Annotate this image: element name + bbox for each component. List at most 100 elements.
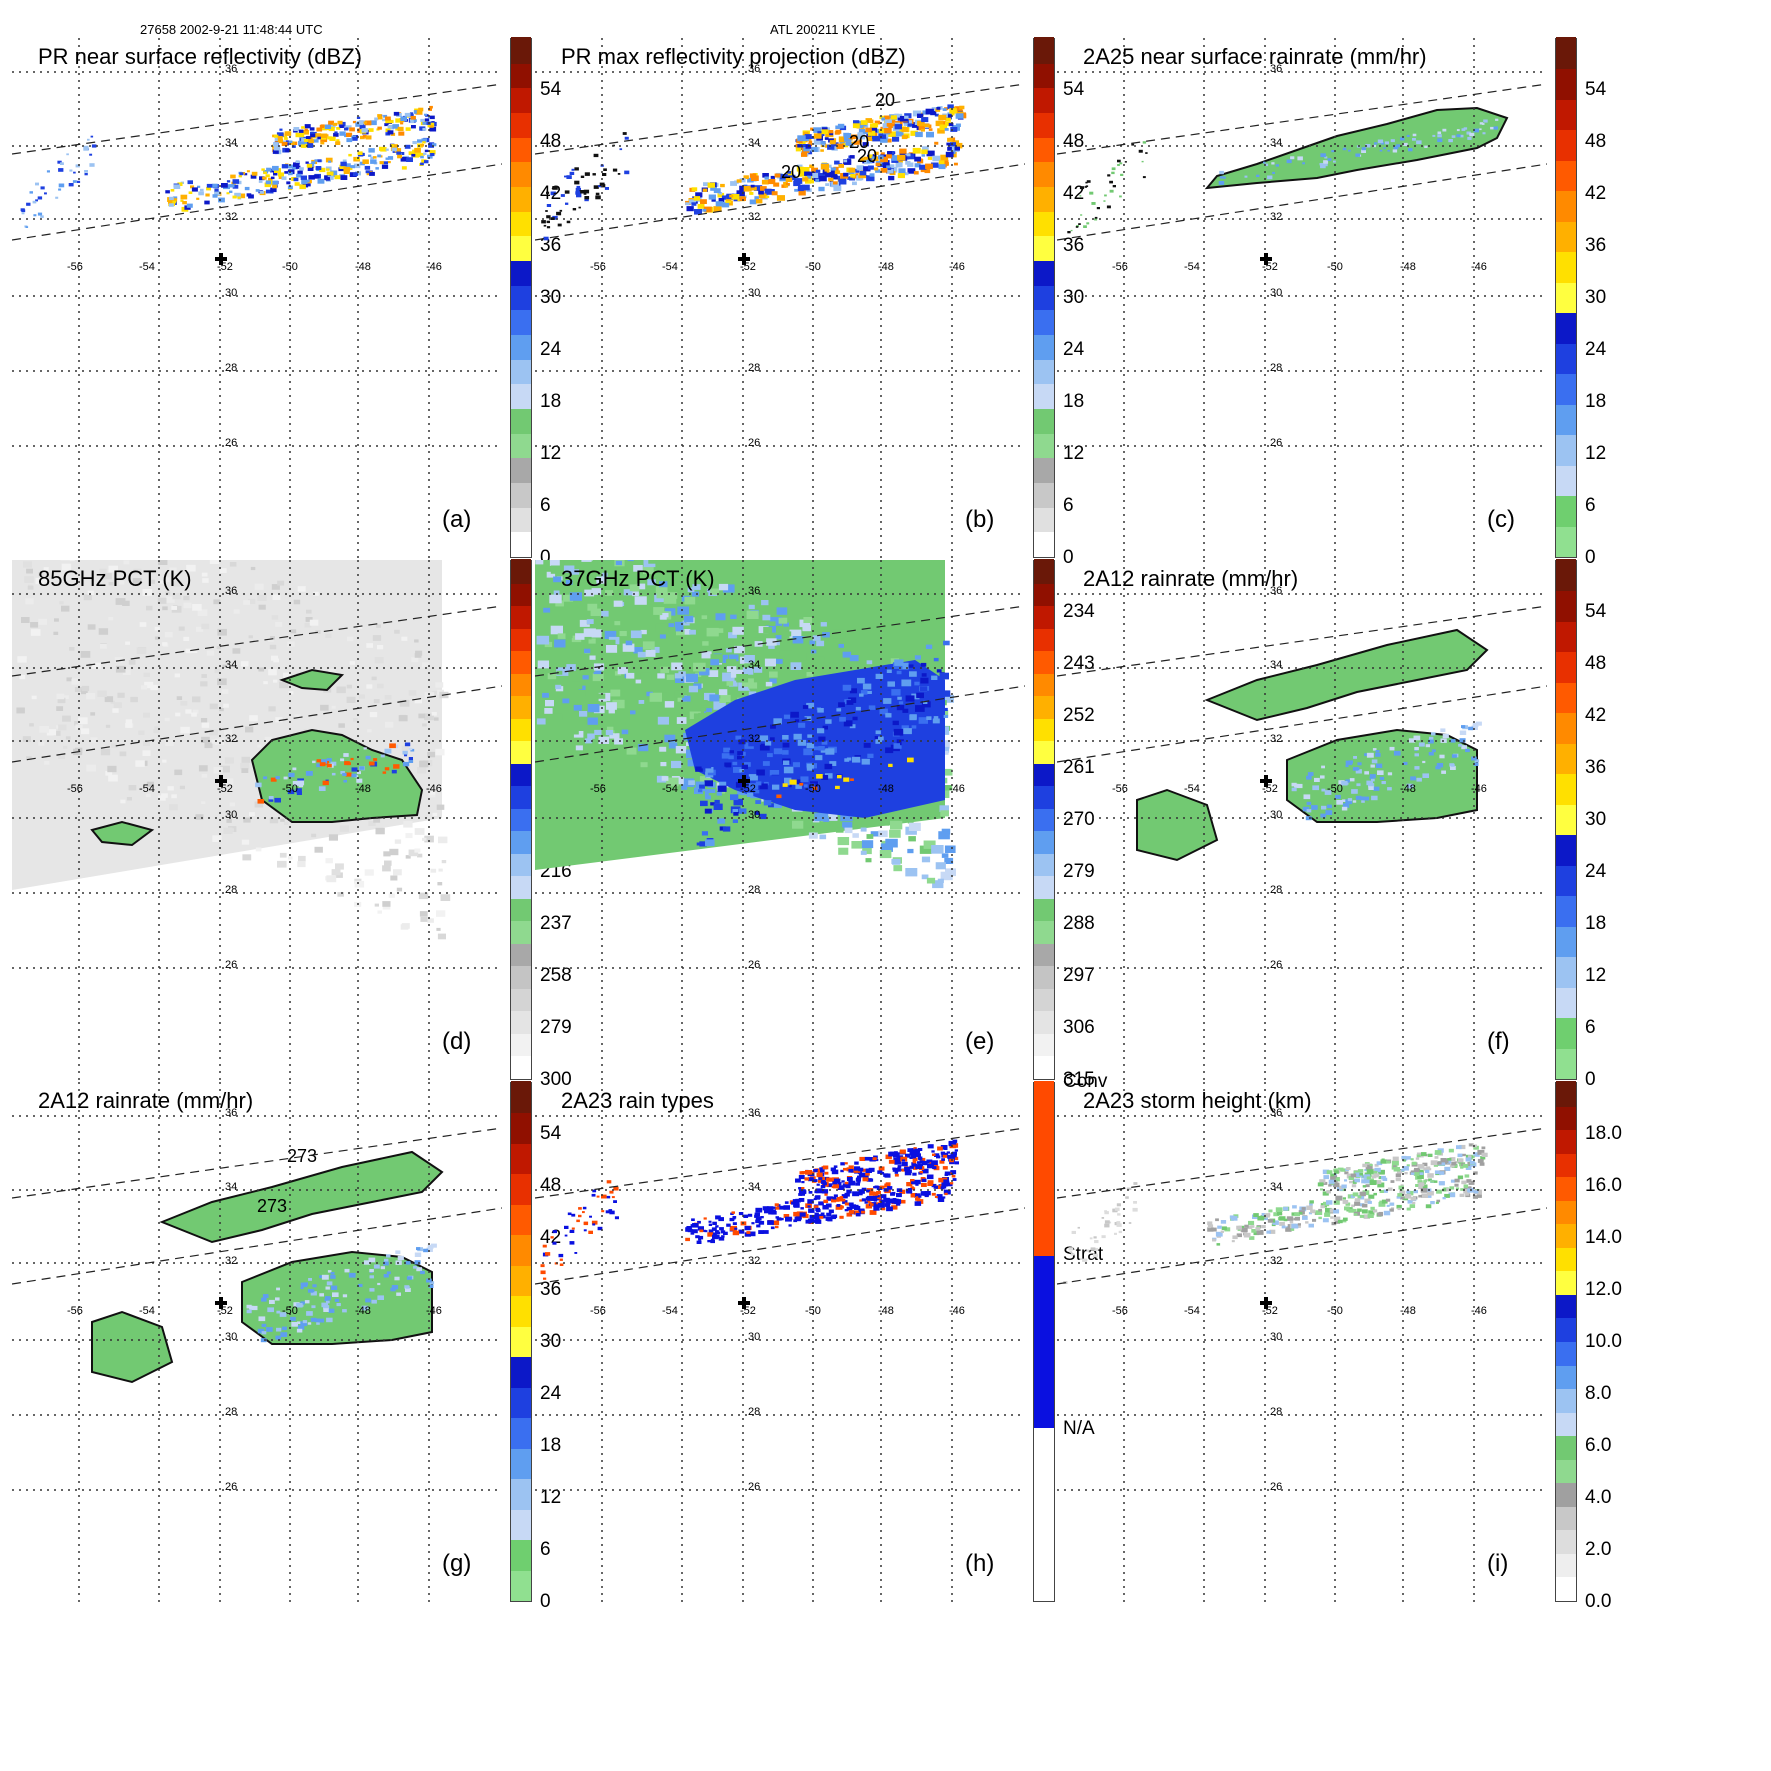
lat-label: 34 [225,137,237,149]
colorbar-segment [511,210,531,237]
colorbar-tick-label: 30 [1585,809,1607,830]
lat-label: 28 [225,884,237,896]
lat-label: 34 [748,137,760,149]
lat-label: 36 [748,585,760,597]
colorbar-tick-label: 0.0 [1585,1591,1612,1612]
colorbar-tick-label: 24 [1585,339,1607,360]
swath-edge-south [12,163,502,241]
colorbar-segment [1556,220,1576,253]
lat-label: 28 [225,1406,237,1418]
colorbar-segment [1556,772,1576,805]
colorbar-segment [1034,136,1054,163]
colorbar-tick-label: 12 [1585,965,1607,986]
colorbar-tick-label: 54 [1585,79,1607,100]
colorbar-segment [1034,1254,1054,1429]
colorbar-segment [511,1538,531,1571]
swath-edge-north [12,605,502,677]
colorbar-segment [511,1508,531,1541]
header-orbit-time: 27658 2002-9-21 11:48:44 UTC [140,22,323,37]
lat-label: 28 [1270,1406,1282,1418]
swath-edge-south [1057,1207,1547,1285]
panel-title: 2A12 rainrate (mm/hr) [1083,566,1299,591]
colorbar [510,1081,532,1602]
lon-label: -56 [1112,261,1128,273]
swath-edge-north [535,605,1025,677]
lat-label: 36 [225,63,237,75]
lon-label: -56 [590,783,606,795]
panel-letter: (i) [1487,1550,1509,1577]
colorbar-tick-label: 42 [1585,183,1607,204]
storm-height-cells [1207,1171,1482,1246]
lon-label: -46 [949,261,965,273]
lat-label: 36 [748,1107,760,1119]
colorbar-segment [511,559,531,584]
storm-center-cross-icon [1260,1297,1272,1309]
lon-label: -46 [949,783,965,795]
colorbar-segment [1556,803,1576,836]
lon-label: -48 [878,783,894,795]
colorbar-tick-label: 36 [1585,757,1607,778]
panel-e: -56 -54 -52 -50 -48 -46 36 34 32 30 28 26 37GHz PCT … [535,559,1115,1120]
rain-cells [1218,118,1499,185]
contour-label: 273 [257,1196,287,1216]
panel-title: 2A23 rain types [561,1088,714,1113]
panel-d: -56 -54 -52 -50 -48 -46 36 34 32 30 28 26 85GHz PCT … [12,559,592,1120]
panel-b: 20 20 20 20 -56 -54 -52 -50 -48 -46 36 34 32 30 28 26 PR… [535,37,1115,598]
colorbar-tick-label: 12.0 [1585,1279,1622,1300]
colorbar-segment [1034,86,1054,113]
map-plot: 20 20 20 20 -56 -54 -52 -50 -48 -46 36 34 32 30 28 26 [535,38,1025,558]
colorbar-segment [511,852,531,877]
storm-center-cross-icon [738,1297,750,1309]
colorbar-segment [511,874,531,899]
colorbar-segment [1556,742,1576,775]
colorbar-segment [511,259,531,286]
colorbar-tick-label: 42 [1585,705,1607,726]
lat-label: 28 [225,362,237,374]
lat-label: 30 [748,809,760,821]
colorbar-segment [1034,762,1054,787]
pct-cells [255,742,415,804]
map-plot: -56 -54 -52 -50 -48 -46 36 34 32 30 28 26 [1057,38,1547,558]
colorbar-tick-label: 18 [1585,913,1607,934]
lon-label: -56 [590,261,606,273]
lat-label: 34 [225,1181,237,1193]
colorbar-segment [1556,189,1576,222]
reflectivity-cells [795,104,967,157]
rain-type-cells [685,1170,957,1244]
lon-label: -56 [67,261,83,273]
pct-cold-region [250,728,424,823]
colorbar-segment [1034,649,1054,674]
colorbar-segment [511,1032,531,1057]
colorbar-segment [511,1355,531,1388]
colorbar-segment [511,530,531,557]
lon-label: -46 [426,1305,442,1317]
colorbar-segment [1556,925,1576,958]
lat-label: 28 [748,1406,760,1418]
colorbar-segment [1034,829,1054,854]
colorbar-segment [1034,964,1054,989]
lon-label: -50 [1327,783,1343,795]
lat-label: 26 [225,959,237,971]
rain-type-cells [540,1180,619,1280]
pct-hot [776,757,914,799]
panel-letter: (f) [1487,1028,1510,1055]
reflectivity-cells [272,105,437,155]
panel-letter: (d) [442,1028,472,1055]
lat-label: 32 [225,1255,237,1267]
pct-cold-region [279,668,345,692]
swath-edge-south [535,1207,1025,1285]
colorbar-segment [1556,1269,1576,1295]
rain-type-cells [795,1139,959,1196]
colorbar-segment [511,604,531,629]
swath-edge-south [535,685,1025,763]
colorbar-segment [1034,581,1054,607]
colorbar-segment [1556,1505,1576,1531]
colorbar-segment [511,807,531,832]
colorbar-segment [1034,382,1054,409]
colorbar-segment [1034,1032,1054,1057]
colorbar-segment [1034,942,1054,967]
panel-title: 2A12 rainrate (mm/hr) [38,1088,254,1113]
colorbar-segment [511,964,531,989]
lon-label: -48 [1400,783,1416,795]
